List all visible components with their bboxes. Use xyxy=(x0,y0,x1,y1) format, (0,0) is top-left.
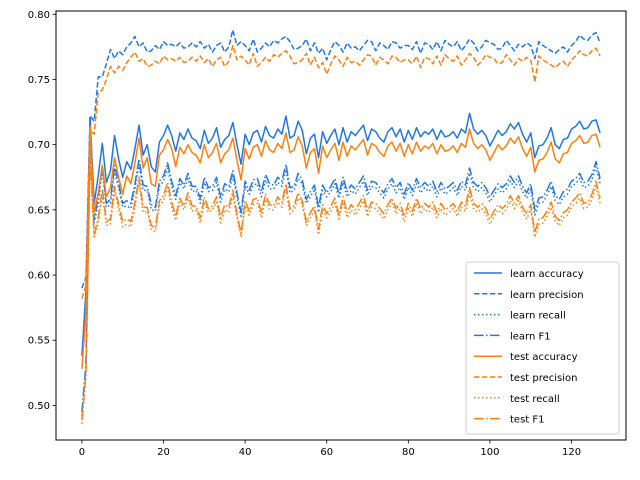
series-line-learn-precision xyxy=(81,29,601,289)
legend-box xyxy=(465,261,620,435)
series-line-learn-f1 xyxy=(81,137,601,413)
legend-label-learn-accuracy: learn accuracy xyxy=(510,269,584,280)
x-axis-ticks: 0 20 40 60 80 100 120 xyxy=(79,440,581,458)
y-axis-ticks: 0.50 0.55 0.60 0.65 0.70 0.75 0.80 xyxy=(28,10,56,412)
legend-label-test-recall: test recall xyxy=(510,394,560,405)
y-tick-label: 0.75 xyxy=(28,75,50,86)
y-tick-label: 0.50 xyxy=(28,401,50,412)
x-tick-label: 100 xyxy=(480,447,499,458)
x-tick-label: 0 xyxy=(79,447,85,458)
axes-frame xyxy=(55,10,627,441)
legend: learn accuracy learn precision learn recal… xyxy=(465,261,620,435)
y-tick-label: 0.65 xyxy=(28,205,50,216)
series-line-learn-accuracy xyxy=(81,112,601,356)
legend-label-learn-precision: learn precision xyxy=(510,290,584,301)
y-tick-label: 0.55 xyxy=(28,336,50,347)
legend-label-test-accuracy: test accuracy xyxy=(510,352,578,363)
x-tick-label: 120 xyxy=(562,447,581,458)
y-tick-label: 0.80 xyxy=(28,10,50,21)
series-line-test-recall xyxy=(81,156,601,424)
plot-lines xyxy=(81,29,601,424)
x-tick-label: 80 xyxy=(402,447,415,458)
legend-label-test-f1: test F1 xyxy=(510,415,545,426)
legend-label-test-precision: test precision xyxy=(510,373,578,384)
x-tick-label: 60 xyxy=(320,447,333,458)
legend-label-learn-recall: learn recall xyxy=(510,311,566,322)
y-tick-label: 0.70 xyxy=(28,140,50,151)
x-tick-label: 20 xyxy=(157,447,170,458)
x-tick-label: 40 xyxy=(239,447,252,458)
series-line-test-precision xyxy=(81,44,601,299)
y-tick-label: 0.60 xyxy=(28,271,50,282)
legend-label-learn-f1: learn F1 xyxy=(510,331,551,342)
series-line-test-f1 xyxy=(81,151,601,420)
series-line-test-accuracy xyxy=(81,125,601,369)
